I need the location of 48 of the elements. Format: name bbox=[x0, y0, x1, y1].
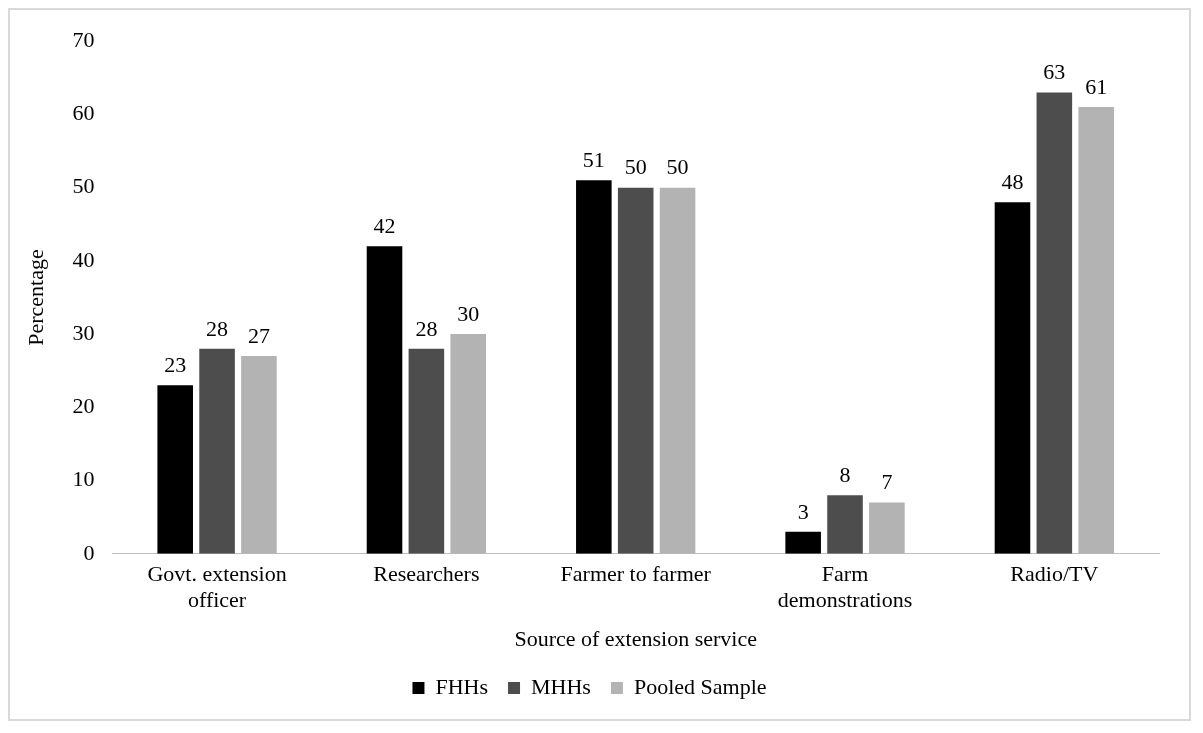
bar bbox=[827, 495, 863, 554]
y-tick-label: 20 bbox=[72, 393, 95, 419]
data-label: 3 bbox=[797, 498, 809, 524]
data-label: 28 bbox=[415, 315, 438, 341]
data-label: 30 bbox=[457, 300, 480, 326]
legend-label: Pooled Sample bbox=[633, 673, 767, 699]
y-tick-label: 10 bbox=[72, 466, 95, 492]
y-tick-label: 30 bbox=[72, 319, 95, 345]
bar bbox=[617, 187, 654, 554]
bar bbox=[408, 348, 445, 554]
bar bbox=[199, 348, 235, 554]
x-axis-title: Source of extension service bbox=[514, 625, 757, 651]
legend-label: MHHs bbox=[531, 673, 591, 699]
bar bbox=[241, 356, 277, 554]
bar bbox=[450, 334, 487, 554]
x-tick-label: Govt. extension officer bbox=[147, 560, 287, 613]
bar bbox=[1036, 92, 1073, 554]
data-label: 28 bbox=[206, 315, 229, 341]
bar bbox=[994, 202, 1031, 554]
data-label: 63 bbox=[1043, 59, 1066, 85]
y-tick-label: 60 bbox=[72, 100, 95, 126]
bar bbox=[659, 187, 696, 554]
y-tick-label: 0 bbox=[83, 539, 95, 565]
x-tick-label: Researchers bbox=[373, 560, 480, 586]
bar bbox=[785, 531, 821, 554]
y-tick-label: 40 bbox=[72, 246, 95, 272]
y-tick-label: 70 bbox=[72, 26, 95, 52]
x-tick-label: Farm demonstrations bbox=[777, 560, 913, 613]
bar bbox=[869, 502, 905, 554]
data-label: 8 bbox=[839, 462, 851, 487]
data-label: 61 bbox=[1085, 73, 1108, 99]
x-tick-label: Farmer to farmer bbox=[560, 560, 712, 586]
data-label: 50 bbox=[624, 154, 647, 180]
bar bbox=[366, 246, 403, 554]
legend-label: FHHs bbox=[435, 673, 489, 699]
y-tick-label: 50 bbox=[72, 173, 95, 199]
data-label: 23 bbox=[164, 352, 187, 378]
data-label: 42 bbox=[373, 213, 396, 239]
data-label: 51 bbox=[582, 147, 605, 173]
bar bbox=[157, 385, 193, 554]
bar bbox=[1078, 107, 1114, 554]
data-label: 27 bbox=[247, 322, 270, 348]
data-label: 7 bbox=[881, 469, 893, 495]
data-label: 50 bbox=[666, 154, 689, 180]
y-axis-title: Percentage bbox=[22, 249, 48, 346]
bar bbox=[576, 180, 612, 554]
x-tick-label: Radio/TV bbox=[1010, 560, 1099, 586]
data-label: 48 bbox=[1001, 169, 1024, 195]
